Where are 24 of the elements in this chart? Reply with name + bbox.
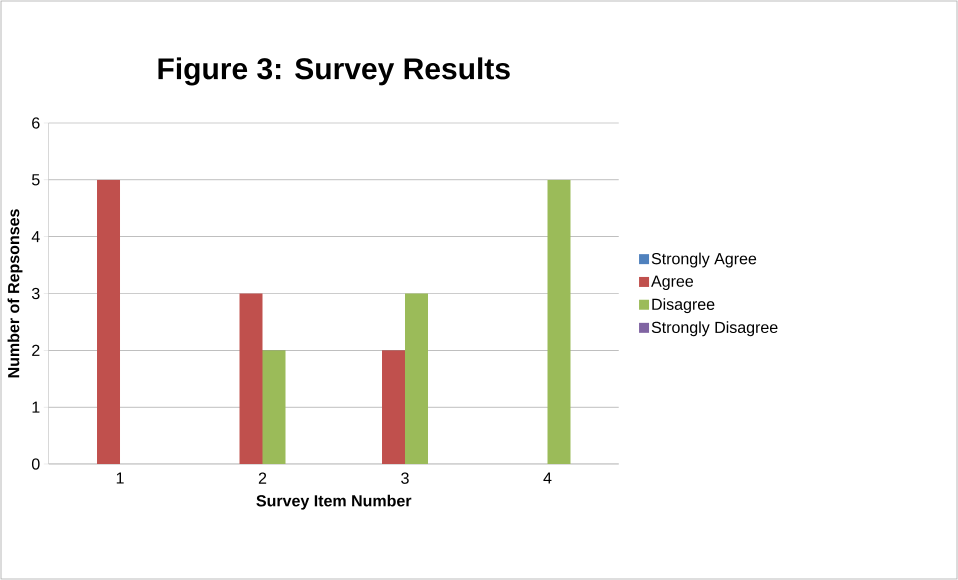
bar (382, 350, 406, 464)
x-axis-title: Survey Item Number (256, 494, 412, 510)
x-tick-label: 1 (116, 472, 124, 484)
legend-label: Strongly Agree (652, 252, 756, 268)
y-tick-label: 0 (32, 458, 40, 470)
y-tick-label: 4 (32, 231, 40, 242)
legend-label: Agree (651, 276, 694, 290)
chart-title: Figure 3: Survey Results (158, 57, 510, 86)
y-tick-label: 1 (32, 402, 40, 413)
y-tick-label: 2 (32, 344, 40, 356)
bar (405, 293, 428, 464)
bar (97, 180, 120, 464)
x-tick-label: 3 (401, 472, 409, 484)
x-tick-label: 4 (543, 472, 552, 484)
bar (240, 293, 263, 464)
y-tick-label: 3 (32, 288, 40, 300)
y-tick-label: 6 (32, 117, 40, 129)
y-tick-label: 5 (32, 174, 40, 186)
bar (548, 180, 570, 464)
x-tick-label: 2 (258, 472, 266, 484)
legend-label: Strongly Disagree (652, 321, 778, 336)
legend-label: Disagree (652, 298, 714, 314)
bar (262, 350, 286, 464)
y-axis-title: Number of Repsonses (8, 209, 22, 378)
